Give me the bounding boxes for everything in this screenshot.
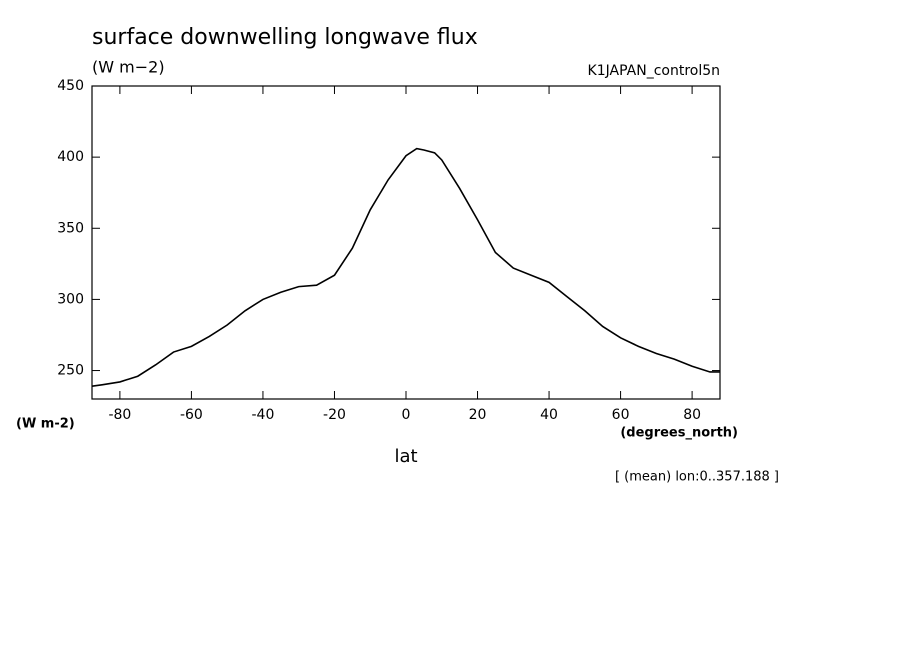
chart-title: surface downwelling longwave flux	[92, 25, 478, 50]
plot-frame	[91, 85, 721, 400]
x-tick-label: -20	[323, 407, 346, 423]
x-tick-label: 80	[683, 407, 701, 423]
y-tick-label: 250	[57, 363, 84, 379]
x-tick-label: 40	[540, 407, 558, 423]
y-tick-label: 400	[57, 149, 84, 165]
x-units-label: (degrees_north)	[620, 426, 738, 441]
x-axis-label: lat	[394, 446, 417, 467]
x-tick-label: -80	[108, 407, 131, 423]
units-label: (W m−2)	[92, 58, 165, 77]
line	[91, 147, 720, 387]
x-tick-label: -40	[252, 407, 275, 423]
y-tick-label: 300	[57, 291, 84, 307]
x-tick-label: -60	[180, 407, 203, 423]
y-axis-label: (W m-2)	[16, 417, 75, 432]
y-tick-label: 450	[57, 78, 84, 94]
y-tick-label: 350	[57, 220, 84, 236]
x-tick-label: 60	[612, 407, 630, 423]
x-tick-label: 20	[469, 407, 487, 423]
run-label: K1JAPAN_control5n	[588, 63, 720, 79]
x-tick-label: 0	[402, 407, 411, 423]
note: [ (mean) lon:0..357.188 ]	[615, 470, 779, 485]
